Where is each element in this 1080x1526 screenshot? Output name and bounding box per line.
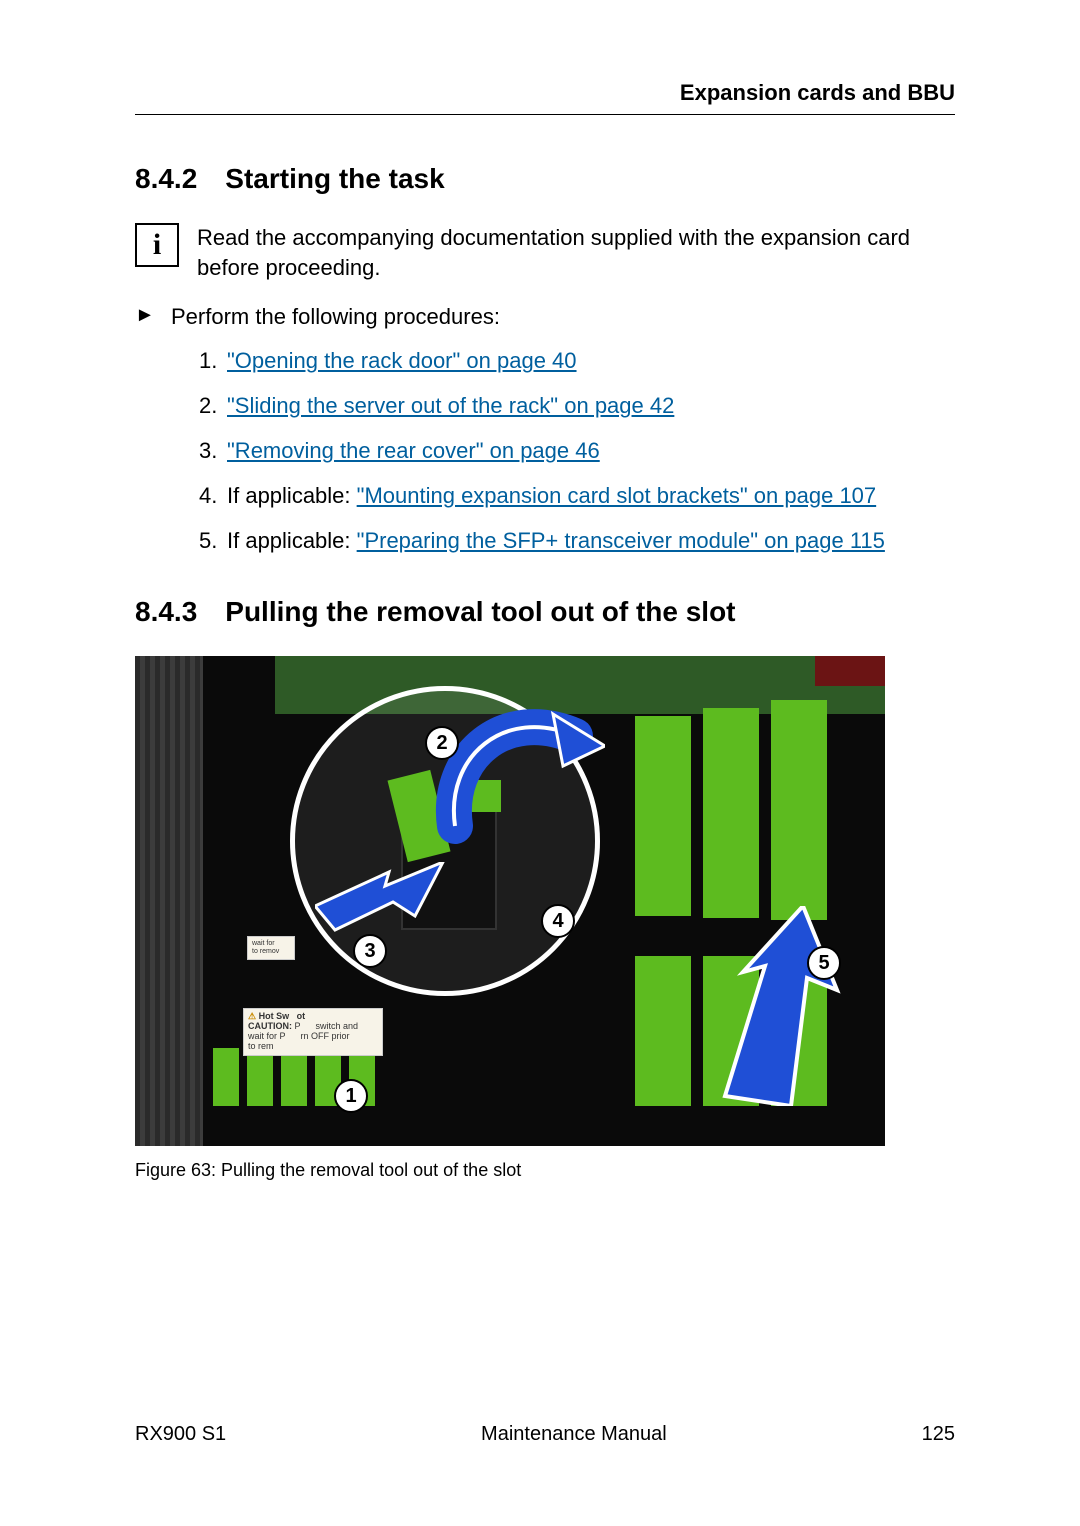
info-note: i Read the accompanying documentation su… [135,223,955,282]
callout-badge: 1 [334,1079,368,1113]
triangle-bullet-icon: ► [135,304,153,327]
xref-link[interactable]: "Mounting expansion card slot brackets" … [357,483,877,508]
section-title: Pulling the removal tool out of the slot [225,596,735,627]
section-number: 8.4.2 [135,163,197,194]
footer-page-number: 125 [922,1423,955,1446]
list-item: 4.If applicable: "Mounting expansion car… [199,481,955,512]
page-footer: RX900 S1 Maintenance Manual 125 [135,1423,955,1446]
procedure-lead: ► Perform the following procedures: [135,304,955,330]
page-header: Expansion cards and BBU [135,80,955,115]
xref-link[interactable]: "Opening the rack door" on page 40 [227,348,577,373]
procedure-list: 1."Opening the rack door" on page 40 2."… [199,346,955,556]
figure-63: ⚠ Hot Sw ot CAUTION: P switch and wait f… [135,656,955,1181]
list-item: 1."Opening the rack door" on page 40 [199,346,955,377]
section-title: Starting the task [225,163,444,194]
figure-caption: Figure 63: Pulling the removal tool out … [135,1160,955,1181]
list-item: 5.If applicable: "Preparing the SFP+ tra… [199,526,955,557]
section-heading-starting-task: 8.4.2 Starting the task [135,163,955,195]
info-note-text: Read the accompanying documentation supp… [197,223,955,282]
xref-link[interactable]: "Removing the rear cover" on page 46 [227,438,600,463]
xref-link[interactable]: "Sliding the server out of the rack" on … [227,393,674,418]
info-icon: i [135,223,179,267]
xref-link[interactable]: "Preparing the SFP+ transceiver module" … [357,528,885,553]
footer-product: RX900 S1 [135,1423,226,1446]
procedure-lead-text: Perform the following procedures: [171,304,500,330]
list-item: 3."Removing the rear cover" on page 46 [199,436,955,467]
section-heading-pulling-tool: 8.4.3 Pulling the removal tool out of the… [135,596,955,628]
callout-badge: 4 [541,904,575,938]
list-item: 2."Sliding the server out of the rack" o… [199,391,955,422]
figure-image: ⚠ Hot Sw ot CAUTION: P switch and wait f… [135,656,885,1146]
section-number: 8.4.3 [135,596,197,627]
footer-doc-title: Maintenance Manual [481,1423,667,1446]
